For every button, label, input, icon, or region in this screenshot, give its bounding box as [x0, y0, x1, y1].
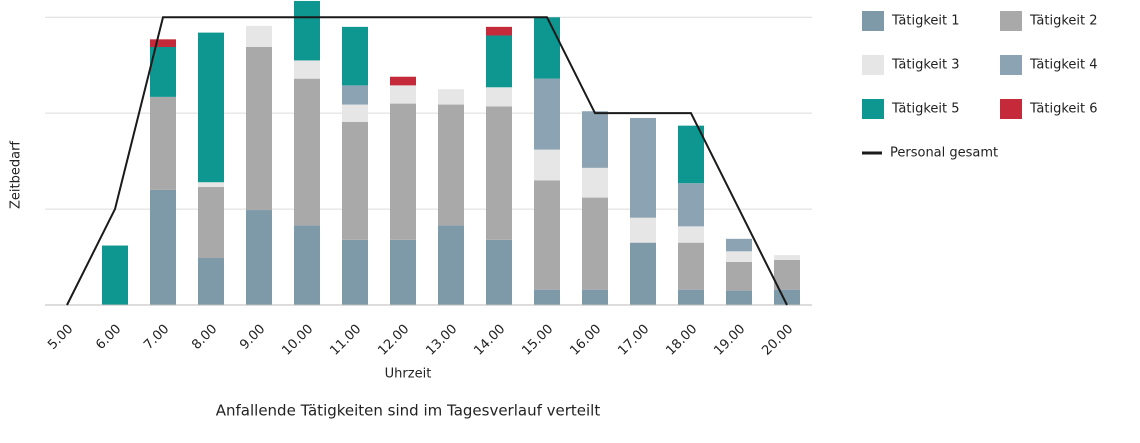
bar-segment: [294, 78, 320, 226]
x-tick-label: 18.00: [663, 322, 700, 359]
legend-swatch: [862, 11, 884, 31]
legend-label: Personal gesamt: [890, 146, 998, 161]
bar-segment: [678, 226, 704, 243]
x-tick-label: 19.00: [711, 322, 748, 359]
bar-segment: [438, 89, 464, 105]
bar-segment: [726, 238, 752, 252]
x-tick-label: 11.00: [327, 322, 364, 359]
bar-segment: [294, 0, 320, 61]
bar-segment: [630, 117, 656, 218]
bar-segment: [486, 35, 512, 88]
x-tick-label: 17.00: [615, 322, 652, 359]
x-tick-label: 16.00: [567, 322, 604, 359]
x-axis-label: Uhrzeit: [385, 367, 432, 382]
legend-label: Tätigkeit 5: [891, 102, 960, 117]
bar-segment: [198, 258, 224, 305]
bar-segment: [678, 183, 704, 227]
bar-segment: [630, 217, 656, 243]
legend-swatch: [862, 99, 884, 119]
x-tick-label: 10.00: [279, 322, 316, 359]
bar-segment: [582, 289, 608, 305]
bar-segment: [150, 96, 176, 190]
bar-segment: [246, 46, 272, 211]
legend-swatch: [1000, 99, 1022, 119]
x-tick-label: 5.00: [45, 322, 76, 353]
x-tick-label: 14.00: [471, 322, 508, 359]
x-tick-label: 8.00: [189, 322, 220, 353]
x-tick-label: 7.00: [141, 322, 172, 353]
bar-segment: [726, 251, 752, 262]
bar-segment: [774, 289, 800, 305]
bar-segment: [342, 26, 368, 86]
bar-segment: [198, 182, 224, 188]
bar-segment: [630, 242, 656, 305]
bar-segment: [390, 85, 416, 104]
bar-segment: [534, 17, 560, 79]
bar-segment: [534, 180, 560, 290]
bar-segment: [774, 259, 800, 290]
bar-segment: [342, 239, 368, 305]
bar-segment: [342, 104, 368, 122]
chart-title: Anfallende Tätigkeiten sind im Tagesverl…: [216, 402, 601, 420]
bar-segment: [102, 245, 128, 305]
bar-segment: [678, 242, 704, 290]
bar-segment: [582, 197, 608, 290]
bar-segment: [534, 289, 560, 305]
legend-swatch: [1000, 11, 1022, 31]
x-tick-label: 20.00: [759, 322, 796, 359]
bar-segment: [198, 32, 224, 183]
bar-segment: [198, 187, 224, 259]
y-axis-label: Zeitbedarf: [9, 141, 24, 209]
legend-label: Tätigkeit 4: [1029, 58, 1098, 73]
bar-segment: [438, 225, 464, 305]
x-tick-label: 6.00: [93, 322, 124, 353]
bar-segment: [486, 26, 512, 36]
bar-segment: [294, 60, 320, 79]
x-tick-label: 12.00: [375, 322, 412, 359]
bar-segment: [150, 189, 176, 305]
bar-segment: [294, 225, 320, 305]
bar-segment: [246, 25, 272, 47]
legend-label: Tätigkeit 3: [891, 58, 960, 73]
bar-segment: [582, 167, 608, 198]
bar-segment: [390, 239, 416, 305]
bar-segment: [726, 261, 752, 291]
bar-segment: [678, 289, 704, 305]
legend-swatch: [1000, 55, 1022, 75]
line-series: [66, 16, 788, 306]
legend-swatch: [862, 55, 884, 75]
x-tick-label: 15.00: [519, 322, 556, 359]
bar-segment: [342, 85, 368, 105]
x-tick-label: 9.00: [237, 322, 268, 353]
legend-label: Tätigkeit 1: [891, 14, 960, 29]
bar-segment: [486, 106, 512, 240]
legend-label: Tätigkeit 2: [1029, 14, 1098, 29]
bar-segment: [774, 255, 800, 260]
bar-segment: [534, 78, 560, 150]
bar-segment: [534, 149, 560, 181]
bar-segment: [342, 121, 368, 240]
legend-label: Tätigkeit 6: [1029, 102, 1098, 117]
bar-segment: [486, 87, 512, 107]
bar-segment: [582, 111, 608, 168]
bar-segment: [678, 125, 704, 184]
bar-segment: [390, 76, 416, 86]
bar-segment: [246, 210, 272, 305]
bar-segment: [150, 39, 176, 47]
bar-segment: [486, 239, 512, 305]
bar-segment: [438, 104, 464, 226]
bar-segment: [390, 103, 416, 240]
bar-segment: [726, 290, 752, 305]
x-tick-label: 13.00: [423, 322, 460, 359]
